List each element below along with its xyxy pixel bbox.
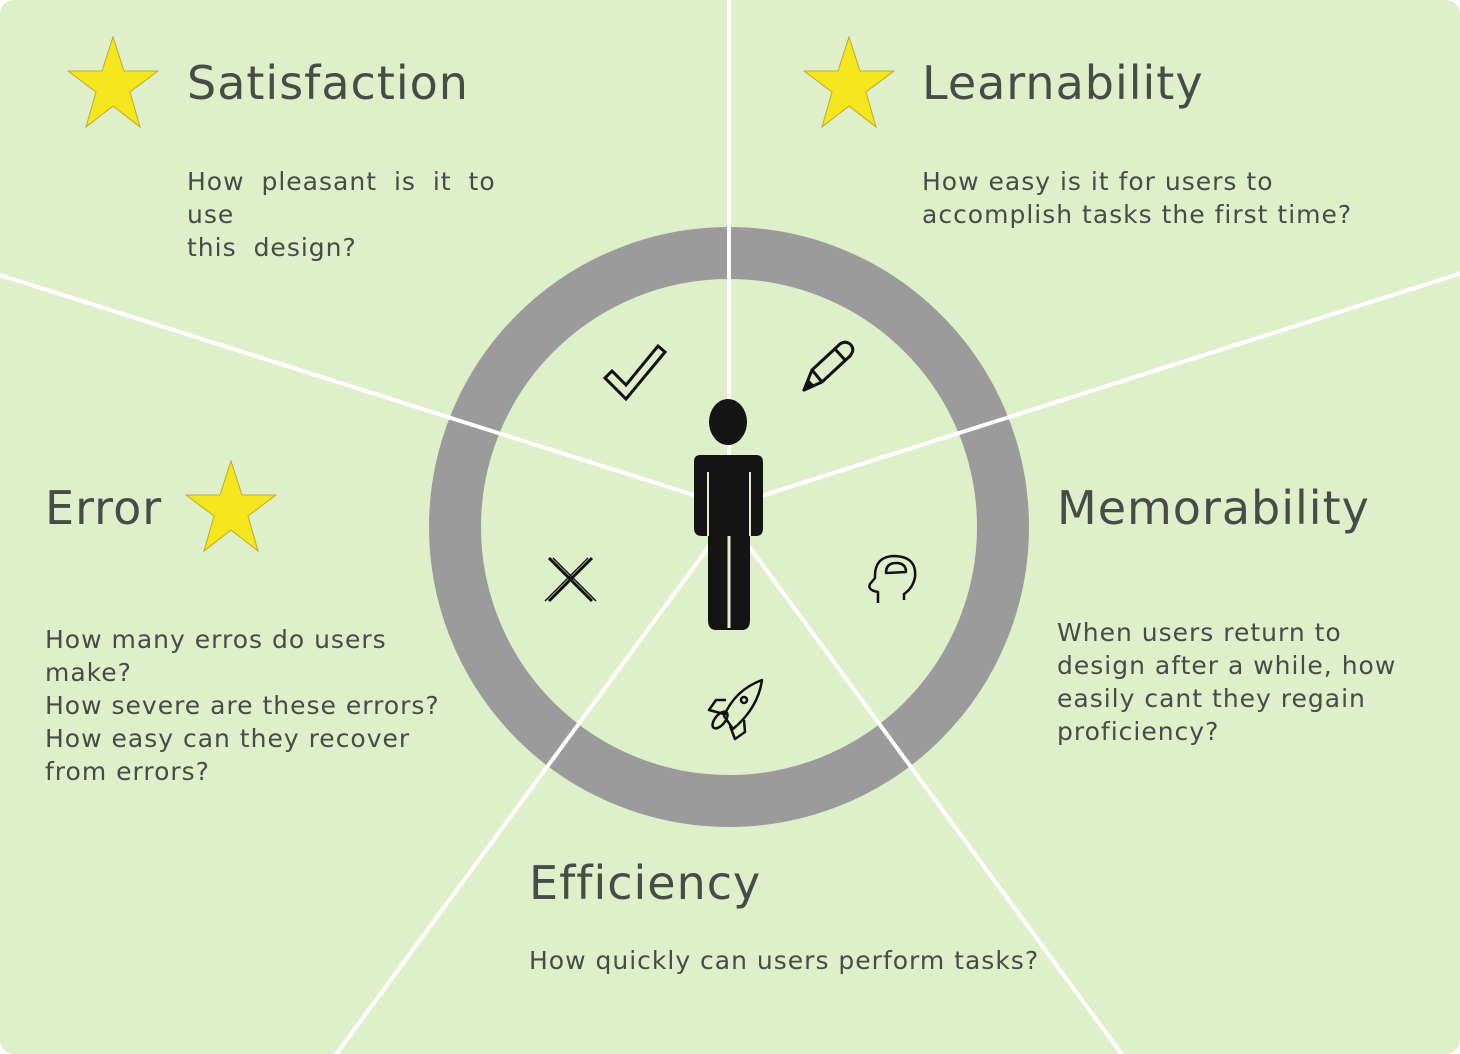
divider-upper-right	[757, 271, 1460, 499]
memorability-description-line: proficiency?	[1057, 717, 1220, 746]
error-title: Error	[45, 481, 163, 535]
error-description-line: make?	[45, 658, 132, 687]
memorability-description-line: When users return to	[1057, 618, 1342, 647]
star-icon	[185, 459, 277, 553]
head-icon	[868, 554, 917, 603]
error-description: How many erros do users make? How severe…	[45, 623, 465, 788]
memorability-description-line: design after a while, how	[1057, 651, 1397, 680]
efficiency-title: Efficiency	[529, 856, 762, 910]
satisfaction-title: Satisfaction	[187, 56, 469, 110]
satisfaction-description-line: this design?	[187, 233, 357, 262]
person-icon	[694, 399, 763, 630]
memorability-description: When users return to design after a whil…	[1057, 616, 1437, 748]
satisfaction-description-line: How pleasant is it to use	[187, 167, 496, 229]
divider-lower-left	[333, 543, 712, 1054]
error-description-line: How easy can they recover	[45, 724, 411, 753]
error-description-line: How many erros do users	[45, 625, 387, 654]
learnability-title: Learnability	[922, 56, 1204, 110]
learnability-description: How easy is it for users to accomplish t…	[922, 165, 1422, 231]
memorability-title: Memorability	[1057, 481, 1370, 535]
efficiency-description: How quickly can users perform tasks?	[529, 944, 1089, 977]
satisfaction-description: How pleasant is it to use this design?	[187, 165, 557, 264]
memorability-description-line: easily cant they regain	[1057, 684, 1366, 713]
efficiency-description-line: How quickly can users perform tasks?	[529, 946, 1040, 975]
pencil-icon	[802, 340, 855, 392]
error-description-line: How severe are these errors?	[45, 691, 440, 720]
divider-upper-left	[0, 273, 701, 499]
rocket-icon	[707, 678, 764, 741]
star-icon	[803, 35, 895, 129]
cross-icon	[544, 556, 597, 603]
error-description-line: from errors?	[45, 757, 210, 786]
divider-lower-right	[746, 543, 1125, 1054]
checkmark-icon	[602, 343, 668, 402]
learnability-description-line: accomplish tasks the first time?	[922, 200, 1353, 229]
learnability-description-line: How easy is it for users to	[922, 167, 1274, 196]
star-icon	[67, 35, 159, 129]
